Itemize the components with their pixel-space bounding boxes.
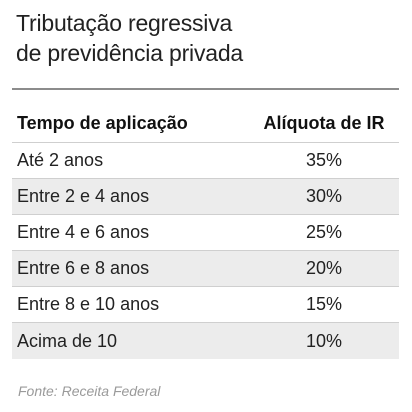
- title-divider: [12, 88, 399, 90]
- period-cell: Entre 2 e 4 anos: [17, 186, 150, 206]
- rate-cell: 35%: [305, 150, 343, 170]
- tax-rate-table: Tempo de aplicação Alíquota de IR Até 2 …: [12, 104, 399, 359]
- rate-cell: 25%: [305, 222, 343, 242]
- table-header: Tempo de aplicação Alíquota de IR: [12, 104, 399, 142]
- rate-cell: 20%: [305, 258, 343, 278]
- table-row: Até 2 anos 35%: [12, 143, 399, 179]
- table-row: Entre 4 e 6 anos 25%: [12, 215, 399, 251]
- page-title: Tributação regressiva de previdência pri…: [16, 8, 396, 68]
- title-line-2: de previdência privada: [16, 40, 244, 66]
- table-row: Acima de 10 10%: [12, 323, 399, 359]
- period-cell: Entre 4 e 6 anos: [17, 222, 150, 242]
- header-tempo-de-aplicacao: Tempo de aplicação: [17, 112, 188, 133]
- header-aliquota-de-ir: Alíquota de IR: [263, 112, 385, 133]
- rate-cell: 10%: [305, 330, 343, 351]
- period-cell: Entre 8 e 10 anos: [17, 294, 160, 314]
- table-row: Entre 8 e 10 anos 15%: [12, 287, 399, 323]
- rate-cell: 30%: [305, 186, 343, 206]
- table-row: Entre 6 e 8 anos 20%: [12, 251, 399, 287]
- source-note: Fonte: Receita Federal: [18, 383, 161, 399]
- table-row: Entre 2 e 4 anos 30%: [12, 179, 399, 215]
- title-line-1: Tributação regressiva: [16, 10, 233, 36]
- rate-cell: 15%: [305, 294, 343, 314]
- period-cell: Entre 6 e 8 anos: [17, 258, 150, 278]
- table-body: Até 2 anos 35% Entre 2 e 4 anos 30% Entr…: [12, 142, 399, 359]
- period-cell: Até 2 anos: [17, 150, 104, 170]
- period-cell: Acima de 10: [17, 330, 118, 351]
